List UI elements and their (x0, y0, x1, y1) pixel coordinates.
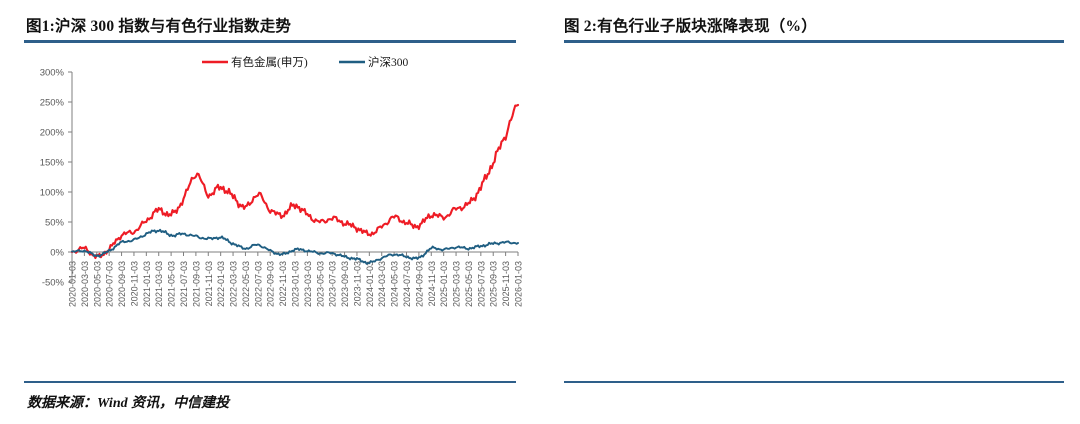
svg-text:2022-07-03: 2022-07-03 (253, 261, 263, 307)
svg-text:沪深300: 沪深300 (368, 55, 408, 69)
line-chart-x-axis: 2020-01-03 2020-03-03 2020-05-03 2020-07-03… (68, 252, 524, 307)
svg-text:2025-07-03: 2025-07-03 (476, 261, 486, 307)
svg-text:250%: 250% (40, 98, 65, 109)
svg-text:2026-01-03: 2026-01-03 (514, 261, 524, 307)
line-chart-legend: 有色金属(申万) 沪深300 (202, 55, 408, 69)
svg-text:2020-07-03: 2020-07-03 (105, 261, 115, 307)
svg-text:2023-07-03: 2023-07-03 (328, 261, 338, 307)
svg-text:2021-09-03: 2021-09-03 (191, 261, 201, 307)
svg-text:0%: 0% (50, 248, 64, 259)
line-chart-series (70, 103, 520, 265)
figure-1-source: 数据来源：Wind 资讯，中信建投 (27, 396, 230, 411)
svg-text:100%: 100% (40, 188, 65, 199)
svg-text:2023-09-03: 2023-09-03 (340, 261, 350, 307)
svg-text:有色金属(申万): 有色金属(申万) (231, 55, 308, 69)
svg-text:2022-09-03: 2022-09-03 (266, 261, 276, 307)
svg-text:2021-01-03: 2021-01-03 (142, 261, 152, 307)
figure-1-bottom-rule (24, 381, 516, 383)
figure-2-top-rule (564, 40, 1064, 43)
svg-text:2020-11-03: 2020-11-03 (129, 261, 139, 306)
svg-text:2021-03-03: 2021-03-03 (154, 261, 164, 307)
line-chart-y-axis: -50% 0% 50% 100% 150% 200% 250% 300% (40, 68, 72, 289)
svg-text:2025-09-03: 2025-09-03 (489, 261, 499, 307)
svg-text:2025-11-03: 2025-11-03 (501, 261, 511, 306)
svg-text:2024-07-03: 2024-07-03 (402, 261, 412, 307)
line-chart: 有色金属(申万) 沪深300 -50% 0% 50% 100% 150% 200% 250% 3… (24, 50, 524, 375)
figure-2-bottom-rule (564, 381, 1064, 383)
svg-text:2020-05-03: 2020-05-03 (92, 261, 102, 307)
svg-text:300%: 300% (40, 68, 65, 79)
svg-text:2024-01-03: 2024-01-03 (365, 261, 375, 307)
figure-2-title: 图 2:有色行业子版块涨降表现（%） (564, 18, 817, 35)
figure-1-title: 图1:沪深 300 指数与有色行业指数走势 (26, 18, 292, 35)
svg-text:2020-09-03: 2020-09-03 (117, 261, 127, 307)
svg-text:2021-07-03: 2021-07-03 (179, 261, 189, 307)
svg-text:2024-09-03: 2024-09-03 (414, 261, 424, 307)
svg-text:2021-05-03: 2021-05-03 (167, 261, 177, 307)
svg-text:2025-01-03: 2025-01-03 (439, 261, 449, 307)
figure-2-panel: 图 2:有色行业子版块涨降表现（%） 0510152025 20.317.617… (540, 0, 1080, 424)
svg-text:2023-01-03: 2023-01-03 (291, 261, 301, 307)
svg-text:2023-05-03: 2023-05-03 (315, 261, 325, 307)
svg-text:2023-11-03: 2023-11-03 (352, 261, 362, 306)
svg-text:2025-03-03: 2025-03-03 (452, 261, 462, 307)
svg-text:2021-11-03: 2021-11-03 (204, 261, 214, 306)
svg-text:200%: 200% (40, 128, 65, 139)
svg-text:2025-05-03: 2025-05-03 (464, 261, 474, 307)
svg-text:2023-03-03: 2023-03-03 (303, 261, 313, 307)
svg-text:2022-11-03: 2022-11-03 (278, 261, 288, 306)
svg-text:2022-01-03: 2022-01-03 (216, 261, 226, 307)
svg-text:2020-01-03: 2020-01-03 (68, 261, 78, 307)
svg-text:2024-03-03: 2024-03-03 (377, 261, 387, 307)
svg-text:2024-11-03: 2024-11-03 (427, 261, 437, 306)
line-chart-svg: 有色金属(申万) 沪深300 -50% 0% 50% 100% 150% 200% 250% 3… (40, 55, 524, 307)
svg-text:2022-05-03: 2022-05-03 (241, 261, 251, 307)
svg-text:2022-03-03: 2022-03-03 (229, 261, 239, 307)
svg-text:2020-03-03: 2020-03-03 (80, 261, 90, 307)
figure-1-top-rule (24, 40, 516, 43)
svg-text:-50%: -50% (42, 278, 65, 289)
svg-text:150%: 150% (40, 158, 65, 169)
figure-1-panel: 图1:沪深 300 指数与有色行业指数走势 有色金属(申万) 沪深300 -50%… (24, 18, 524, 411)
svg-text:50%: 50% (45, 218, 65, 229)
svg-text:2024-05-03: 2024-05-03 (390, 261, 400, 307)
